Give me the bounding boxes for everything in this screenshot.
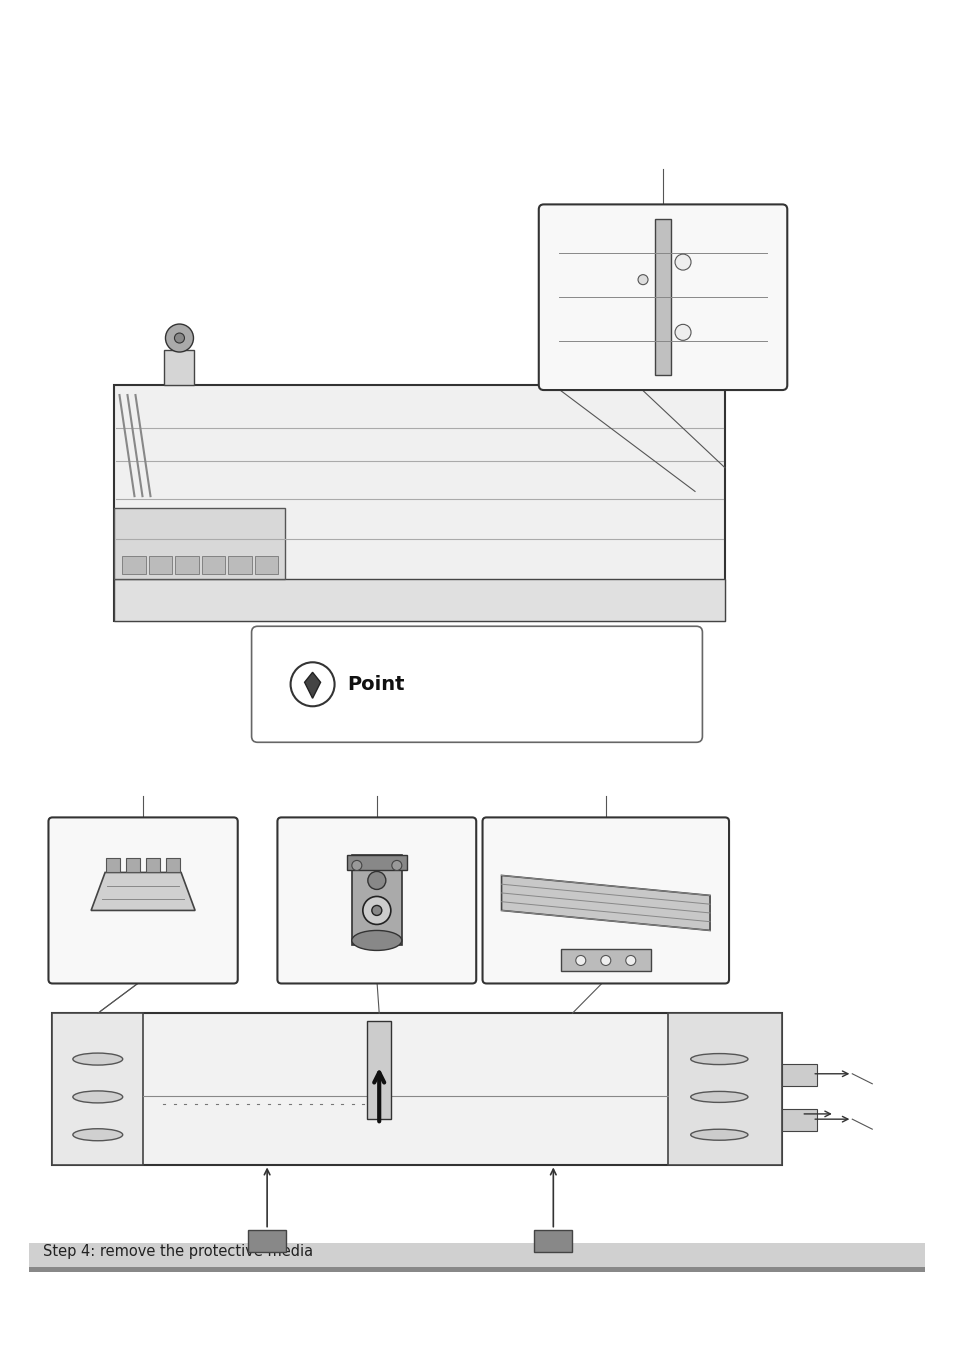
Ellipse shape xyxy=(690,1129,747,1140)
Bar xyxy=(122,555,146,574)
Circle shape xyxy=(372,905,381,916)
Circle shape xyxy=(165,324,193,353)
Bar xyxy=(352,855,401,946)
Circle shape xyxy=(392,861,401,870)
Bar xyxy=(254,555,278,574)
Circle shape xyxy=(675,254,690,270)
Circle shape xyxy=(174,334,184,343)
Circle shape xyxy=(655,334,664,343)
Bar xyxy=(106,858,120,873)
Polygon shape xyxy=(501,875,709,931)
Circle shape xyxy=(576,955,585,966)
Text: Step 4: remove the protective media: Step 4: remove the protective media xyxy=(43,1244,313,1259)
Bar xyxy=(164,350,194,385)
Bar xyxy=(146,858,160,873)
Bar xyxy=(644,350,675,385)
Circle shape xyxy=(675,324,690,340)
Bar xyxy=(29,1262,924,1273)
Bar xyxy=(126,858,140,873)
Circle shape xyxy=(645,324,674,353)
Ellipse shape xyxy=(72,1090,123,1102)
FancyBboxPatch shape xyxy=(252,627,701,742)
Text: Point: Point xyxy=(347,674,405,694)
Bar xyxy=(114,508,285,578)
Circle shape xyxy=(625,955,635,966)
Bar xyxy=(781,1109,817,1131)
Circle shape xyxy=(368,871,385,889)
FancyBboxPatch shape xyxy=(277,817,476,984)
Bar xyxy=(560,950,650,971)
Bar xyxy=(781,1063,817,1086)
Ellipse shape xyxy=(352,931,401,951)
Bar xyxy=(52,1013,143,1165)
Bar xyxy=(248,1229,286,1251)
Circle shape xyxy=(638,274,647,285)
Bar xyxy=(655,219,670,376)
Bar xyxy=(534,1229,572,1251)
Bar xyxy=(667,1013,781,1165)
Bar xyxy=(228,555,252,574)
Circle shape xyxy=(362,897,391,924)
Circle shape xyxy=(352,861,361,870)
Bar xyxy=(166,858,180,873)
Bar xyxy=(347,855,406,870)
FancyBboxPatch shape xyxy=(49,817,237,984)
Polygon shape xyxy=(91,873,195,911)
Polygon shape xyxy=(304,673,320,698)
FancyBboxPatch shape xyxy=(482,817,728,984)
Circle shape xyxy=(600,955,610,966)
Bar xyxy=(114,385,724,621)
Bar xyxy=(52,1013,781,1165)
Bar xyxy=(29,1243,924,1267)
Ellipse shape xyxy=(690,1092,747,1102)
Ellipse shape xyxy=(72,1052,123,1065)
Bar xyxy=(175,555,199,574)
Circle shape xyxy=(291,662,335,707)
FancyBboxPatch shape xyxy=(538,204,786,390)
Ellipse shape xyxy=(72,1128,123,1140)
Ellipse shape xyxy=(690,1054,747,1065)
Bar xyxy=(114,578,724,621)
Bar xyxy=(149,555,172,574)
Bar xyxy=(367,1021,391,1119)
Bar xyxy=(202,555,225,574)
